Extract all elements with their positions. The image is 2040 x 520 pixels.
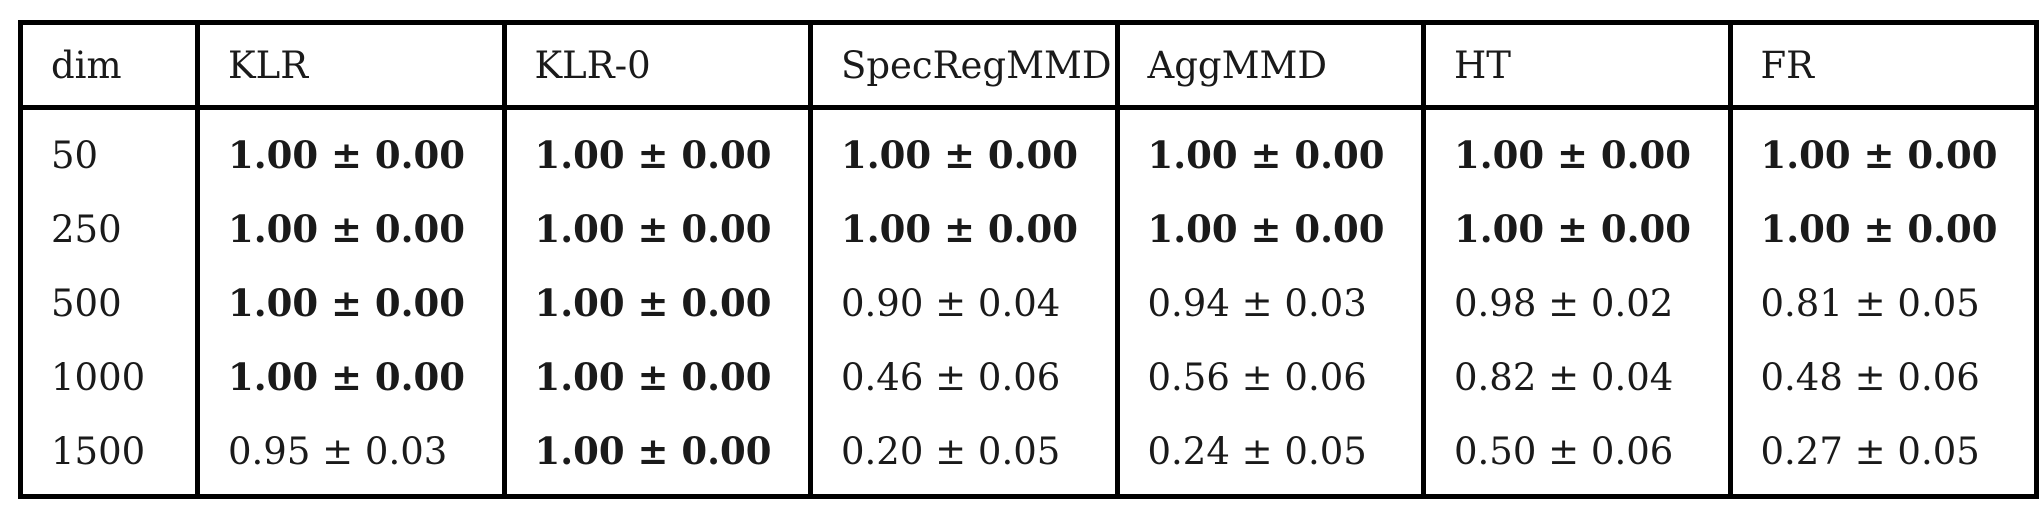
value-cell: 1.00 ± 0.00: [501, 340, 811, 414]
results-table: dim KLR KLR-0 SpecRegMMD AggMMD HT FR 50…: [18, 20, 2039, 499]
value-cell: 0.24 ± 0.05: [1114, 414, 1424, 499]
table-row: 50 1.00 ± 0.00 1.00 ± 0.00 1.00 ± 0.00 1…: [18, 105, 2039, 192]
value-cell: 0.27 ± 0.05: [1727, 414, 2039, 499]
table-row: 1500 0.95 ± 0.03 1.00 ± 0.00 0.20 ± 0.05…: [18, 414, 2039, 499]
header-klr-0: KLR-0: [501, 20, 811, 110]
value-cell: 1.00 ± 0.00: [808, 105, 1117, 192]
header-row: dim KLR KLR-0 SpecRegMMD AggMMD HT FR: [18, 20, 2039, 110]
value-cell: 0.46 ± 0.06: [808, 340, 1117, 414]
results-table-container: dim KLR KLR-0 SpecRegMMD AggMMD HT FR 50…: [18, 20, 2039, 499]
table-row: 1000 1.00 ± 0.00 1.00 ± 0.00 0.46 ± 0.06…: [18, 340, 2039, 414]
table-row: 500 1.00 ± 0.00 1.00 ± 0.00 0.90 ± 0.04 …: [18, 266, 2039, 340]
value-cell: 1.00 ± 0.00: [1421, 105, 1730, 192]
value-cell: 0.95 ± 0.03: [195, 414, 504, 499]
value-cell: 1.00 ± 0.00: [195, 105, 504, 192]
value-cell: 0.94 ± 0.03: [1114, 266, 1424, 340]
value-cell: 0.82 ± 0.04: [1421, 340, 1730, 414]
value-cell: 0.90 ± 0.04: [808, 266, 1117, 340]
header-specregmmd: SpecRegMMD: [808, 20, 1117, 110]
value-cell: 1.00 ± 0.00: [195, 192, 504, 266]
value-cell: 1.00 ± 0.00: [501, 192, 811, 266]
value-cell: 0.98 ± 0.02: [1421, 266, 1730, 340]
value-cell: 1.00 ± 0.00: [501, 414, 811, 499]
value-cell: 1.00 ± 0.00: [195, 340, 504, 414]
header-dim: dim: [18, 20, 198, 110]
dim-cell: 500: [18, 266, 198, 340]
header-aggmmd: AggMMD: [1114, 20, 1424, 110]
header-fr: FR: [1727, 20, 2039, 110]
header-klr: KLR: [195, 20, 504, 110]
value-cell: 1.00 ± 0.00: [501, 266, 811, 340]
value-cell: 1.00 ± 0.00: [808, 192, 1117, 266]
dim-cell: 250: [18, 192, 198, 266]
dim-cell: 1500: [18, 414, 198, 499]
value-cell: 1.00 ± 0.00: [1421, 192, 1730, 266]
header-ht: HT: [1421, 20, 1730, 110]
dim-cell: 1000: [18, 340, 198, 414]
value-cell: 0.81 ± 0.05: [1727, 266, 2039, 340]
value-cell: 0.20 ± 0.05: [808, 414, 1117, 499]
value-cell: 0.56 ± 0.06: [1114, 340, 1424, 414]
value-cell: 0.50 ± 0.06: [1421, 414, 1730, 499]
value-cell: 1.00 ± 0.00: [501, 105, 811, 192]
value-cell: 1.00 ± 0.00: [1727, 105, 2039, 192]
value-cell: 1.00 ± 0.00: [195, 266, 504, 340]
value-cell: 0.48 ± 0.06: [1727, 340, 2039, 414]
table-body: 50 1.00 ± 0.00 1.00 ± 0.00 1.00 ± 0.00 1…: [18, 105, 2039, 499]
value-cell: 1.00 ± 0.00: [1114, 192, 1424, 266]
value-cell: 1.00 ± 0.00: [1114, 105, 1424, 192]
table-row: 250 1.00 ± 0.00 1.00 ± 0.00 1.00 ± 0.00 …: [18, 192, 2039, 266]
dim-cell: 50: [18, 105, 198, 192]
value-cell: 1.00 ± 0.00: [1727, 192, 2039, 266]
